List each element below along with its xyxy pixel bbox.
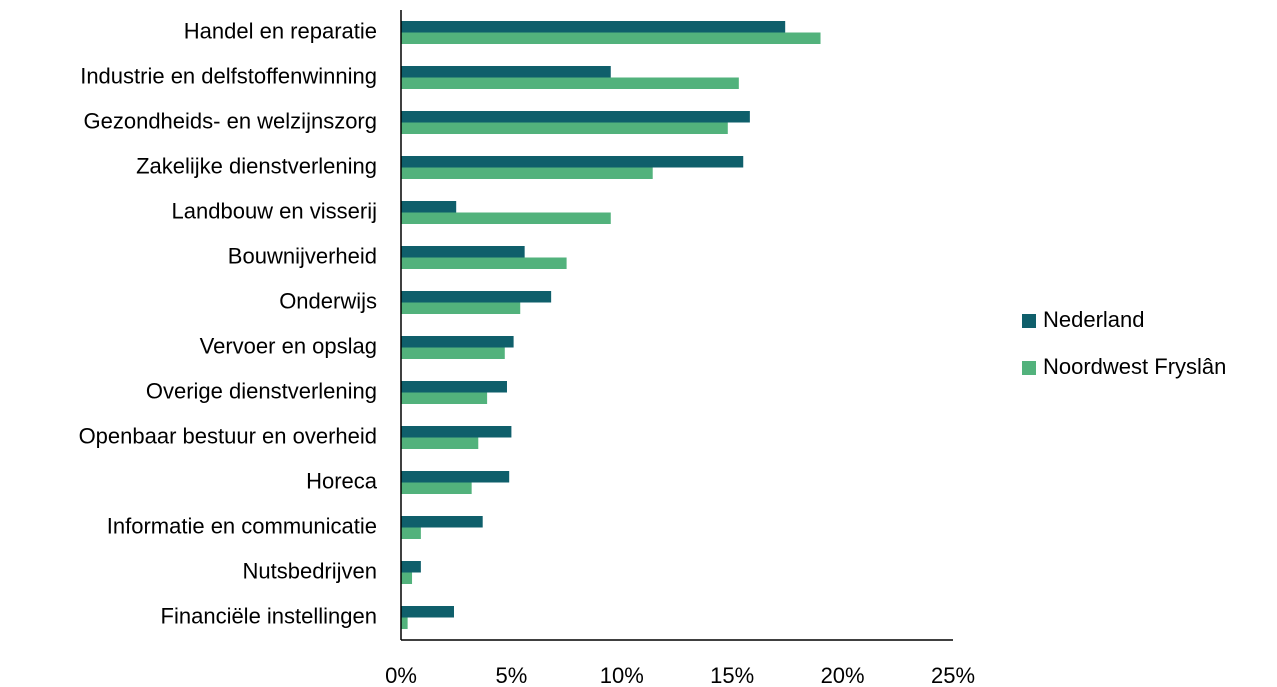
bar — [401, 122, 728, 134]
y-tick-label: Overige dienstverlening — [146, 378, 377, 403]
bar — [401, 527, 421, 539]
bar — [401, 561, 421, 573]
y-tick-label: Nutsbedrijven — [242, 558, 377, 583]
bar — [401, 426, 512, 438]
y-tick-label: Handel en reparatie — [184, 18, 377, 43]
y-tick-label: Horeca — [306, 468, 378, 493]
bar — [401, 246, 525, 258]
x-tick-label: 15% — [710, 663, 754, 687]
bar — [401, 606, 454, 618]
bar — [401, 437, 479, 449]
x-tick-label: 10% — [600, 663, 644, 687]
legend-swatch — [1022, 361, 1036, 375]
y-tick-label: Openbaar bestuur en overheid — [79, 423, 377, 448]
bar — [401, 347, 505, 359]
y-tick-label: Vervoer en opslag — [200, 333, 377, 358]
legend-swatch — [1022, 314, 1036, 328]
x-tick-label: 5% — [496, 663, 528, 687]
y-tick-label: Financiële instellingen — [161, 603, 377, 628]
bar — [401, 212, 611, 224]
y-tick-label: Landbouw en visserij — [172, 198, 377, 223]
bar — [401, 336, 514, 348]
x-tick-label: 20% — [821, 663, 865, 687]
bar — [401, 572, 413, 584]
bar — [401, 392, 488, 404]
bar — [401, 471, 510, 483]
bar — [401, 617, 408, 629]
bar — [401, 111, 750, 123]
bar — [401, 156, 744, 168]
bar — [401, 516, 483, 528]
bar — [401, 381, 507, 393]
bar — [401, 257, 567, 269]
bar — [401, 77, 739, 89]
bar — [401, 302, 521, 314]
x-tick-label: 25% — [931, 663, 975, 687]
y-tick-label: Onderwijs — [279, 288, 377, 313]
y-tick-label: Zakelijke dienstverlening — [136, 153, 377, 178]
bar — [401, 21, 786, 33]
x-tick-label: 0% — [385, 663, 417, 687]
bar — [401, 66, 611, 78]
bar — [401, 201, 457, 213]
legend-label: Nederland — [1043, 307, 1145, 332]
y-tick-label: Bouwnijverheid — [228, 243, 377, 268]
y-tick-label: Gezondheids- en welzijnszorg — [84, 108, 378, 133]
legend-label: Noordwest Fryslân — [1043, 354, 1226, 379]
y-tick-label: Informatie en communicatie — [107, 513, 377, 538]
bar — [401, 32, 821, 44]
bar — [401, 167, 653, 179]
bar — [401, 291, 552, 303]
bar — [401, 482, 472, 494]
y-tick-label: Industrie en delfstoffenwinning — [80, 63, 377, 88]
